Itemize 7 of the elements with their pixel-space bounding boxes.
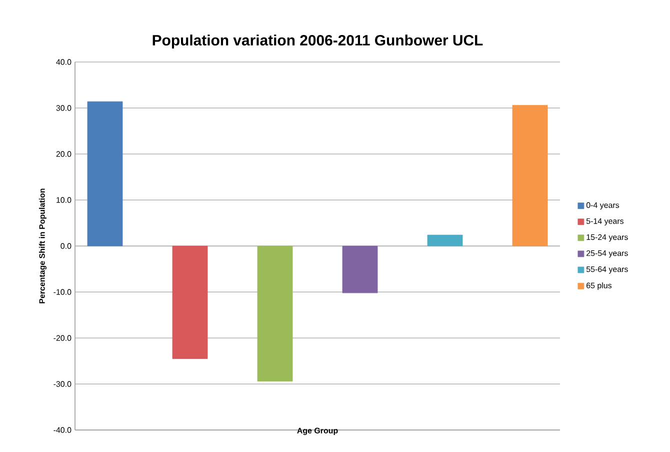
bar bbox=[87, 101, 123, 246]
bar bbox=[342, 246, 378, 294]
bar bbox=[257, 246, 293, 382]
chart-title: Population variation 2006-2011 Gunbower UCL bbox=[152, 34, 483, 48]
bar bbox=[427, 234, 463, 246]
bar bbox=[512, 105, 548, 246]
bar bbox=[172, 246, 208, 359]
